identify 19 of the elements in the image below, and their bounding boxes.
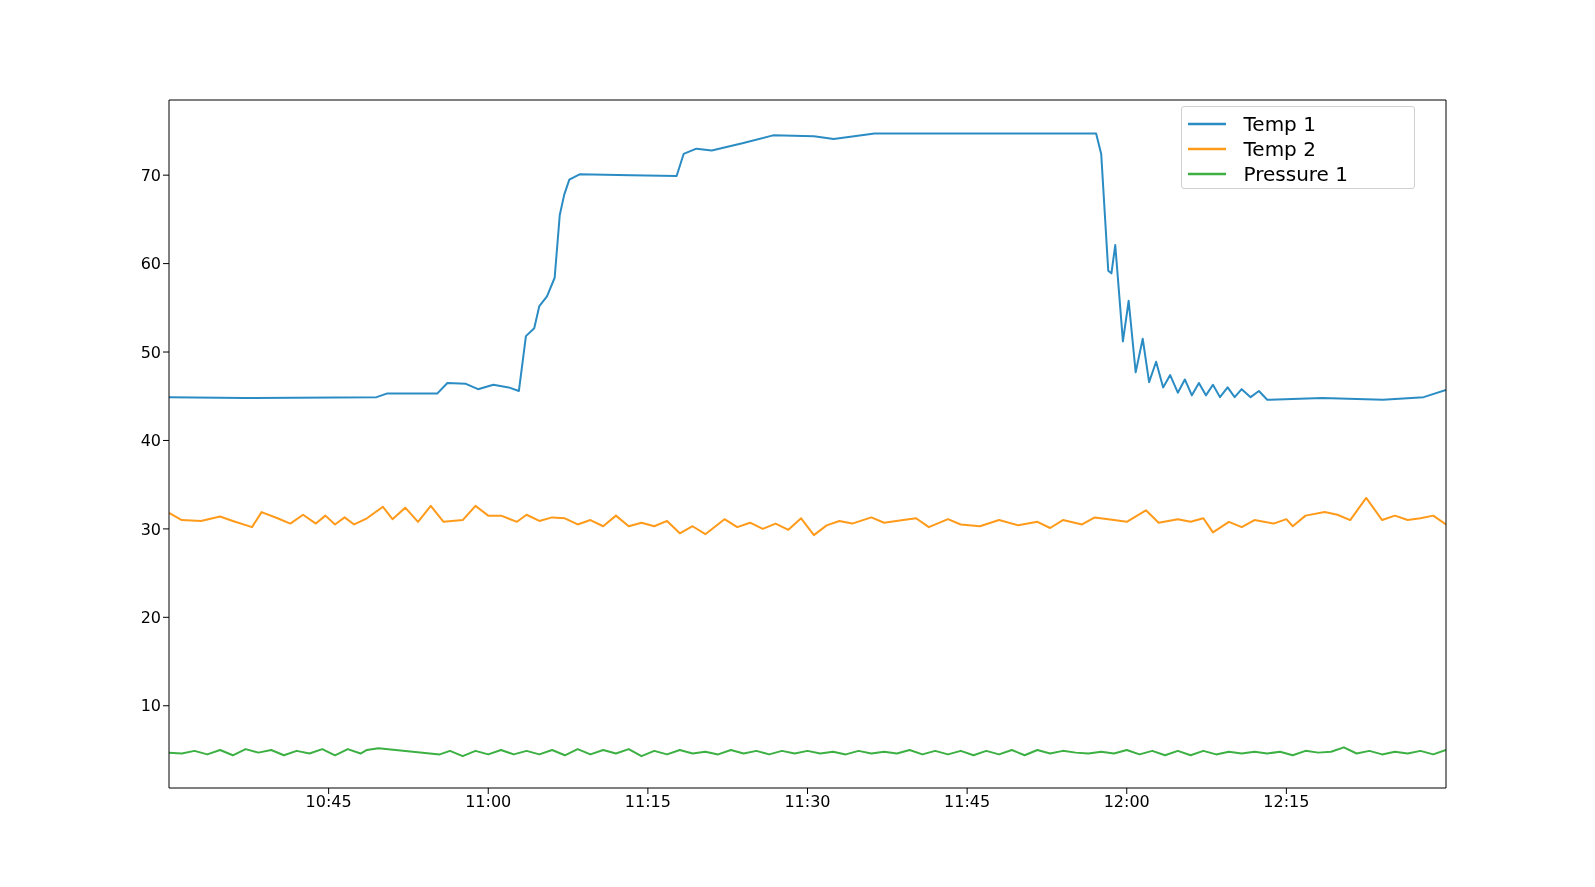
y-tick-label: 10 [140,696,161,716]
line-series [169,496,1446,537]
x-tick-label: 10:45 [305,792,352,812]
legend-label: Temp 2 [1243,136,1316,161]
x-tick-label: 11:00 [465,792,512,812]
x-tick-label: 12:15 [1263,792,1310,812]
y-tick-label: 70 [140,165,161,185]
y-tick-label: 30 [140,519,161,539]
y-tick-label: 50 [140,342,161,362]
x-tick-label: 11:15 [624,792,671,812]
line-series [169,746,1446,758]
y-tick-label: 20 [140,608,161,628]
x-tick-label: 12:00 [1103,792,1150,812]
legend-label: Temp 1 [1243,111,1316,136]
y-tick-label: 40 [140,431,161,451]
legend-label: Pressure 1 [1243,161,1348,186]
x-tick-label: 11:30 [784,792,831,812]
x-tick-label: 11:45 [944,792,991,812]
y-tick-label: 60 [140,254,161,274]
